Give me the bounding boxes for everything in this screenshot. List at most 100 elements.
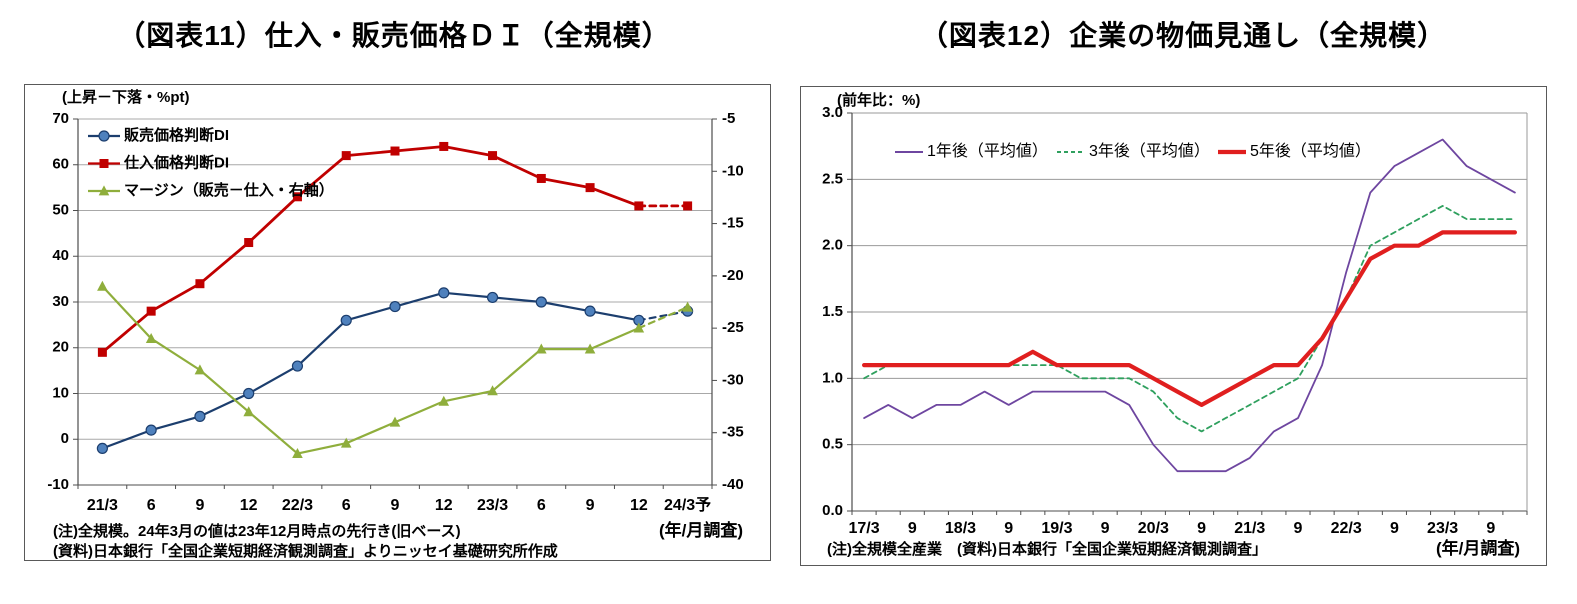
y-axis-tick-label: 1.5 <box>822 303 843 320</box>
triangle-marker <box>292 448 303 459</box>
circle-marker <box>340 314 352 326</box>
y-axis-left-tick-label: 50 <box>52 201 69 218</box>
circle-marker <box>145 424 157 436</box>
series-1年後（平均値） <box>863 138 1516 473</box>
square-marker <box>146 306 156 316</box>
y-axis-left-tick-label: 0 <box>61 430 69 447</box>
x-axis-tick-label: 6 <box>147 497 156 514</box>
triangle-marker <box>145 333 157 343</box>
triangle-marker <box>584 343 596 354</box>
x-axis-tick-label: 20/3 <box>1138 520 1169 537</box>
left-x-axis-note: (年/月調査) <box>659 520 743 540</box>
y-axis-right-labels: -5 -10 -15 -20 -25 -30 -35 -40 <box>712 110 744 493</box>
legend-label: 3年後（平均値） <box>1089 142 1210 160</box>
legend-label: マージン（販売－仕入・右軸） <box>124 181 334 199</box>
left-chart-box: (上昇－下落・%pt) (注)全規模。24年3月の値は23年12月時点の先行き(… <box>24 84 771 561</box>
y-axis-tick-label: 1.0 <box>822 369 843 386</box>
y-axis-left-tick-label: 20 <box>52 339 69 356</box>
x-axis-labels: 17/3 9 18/3 9 19/3 9 20/3 9 21/3 9 22/3 9 23/3 9 <box>848 511 1528 537</box>
corporate-price-outlook-panel: （図表12）企業の物価見通し（全規模） (前年比：%) (注)全規模全産業 (資… <box>789 0 1577 604</box>
y-axis-tick-label: 3.0 <box>822 104 843 121</box>
y-axis-left-labels: -10 0 10 20 30 40 50 60 70 <box>47 110 78 493</box>
square-marker <box>439 141 449 151</box>
legend-label: 1年後（平均値） <box>927 142 1048 160</box>
legend: 販売価格判断DI 仕入価格判断DI マージン（販売－仕入・右軸） <box>88 126 334 199</box>
y-axis-left-tick-label: 60 <box>52 156 69 173</box>
left-chart-title: （図表11）仕入・販売価格ＤＩ（全規模） <box>117 20 671 51</box>
y-axis-left-tick-label: 40 <box>52 247 69 264</box>
x-axis-tick-label: 18/3 <box>945 520 976 537</box>
y-axis-left-tick-label: 30 <box>52 293 69 310</box>
y-axis-right-tick-label: -10 <box>722 162 744 179</box>
circle-marker <box>291 360 304 372</box>
legend-item-1年後（平均値）: 1年後（平均値） <box>895 142 1048 160</box>
x-axis-tick-label: 21/3 <box>1234 520 1265 537</box>
right-y-unit-label: (前年比：%) <box>837 91 920 109</box>
x-axis-tick-label: 22/3 <box>1331 520 1362 537</box>
triangle-marker <box>633 322 645 333</box>
series-販売価格判断DI <box>96 287 694 454</box>
circle-marker <box>486 291 499 304</box>
y-axis-right-tick-label: -30 <box>722 371 744 388</box>
left-chart-plot: (上昇－下落・%pt) (注)全規模。24年3月の値は23年12月時点の先行き(… <box>47 88 744 560</box>
x-axis-tick-label: 9 <box>586 497 595 514</box>
y-axis-tick-label: 2.5 <box>822 170 843 187</box>
x-axis-tick-label: 9 <box>1197 520 1206 537</box>
legend-label: 販売価格判断DI <box>124 126 229 144</box>
y-axis-left-tick-label: 10 <box>52 384 69 401</box>
x-axis-tick-label: 23/3 <box>1427 520 1458 537</box>
legend-item-販売価格判断DI: 販売価格判断DI <box>88 126 229 144</box>
x-axis-labels: 21/3 6 9 12 22/3 6 9 12 23/3 6 9 12 24/3予 <box>77 485 713 514</box>
triangle-marker <box>389 416 401 427</box>
y-axis-labels: 0.0 0.5 1.0 1.5 2.0 2.5 3.0 <box>822 104 852 519</box>
circle-marker <box>584 305 596 317</box>
right-chart-plot: (前年比：%) (注)全規模全産業 (資料)日本銀行「全国企業短期経済観測調査」… <box>822 91 1528 558</box>
triangle-marker <box>243 406 254 417</box>
triangle-marker <box>438 395 450 406</box>
series-5年後（平均値） <box>861 230 1518 407</box>
purchase-sales-price-di-panel: （図表11）仕入・販売価格ＤＩ（全規模） (上昇－下落・%pt) (注)全規模。… <box>0 0 788 604</box>
right-x-axis-note: (年/月調査) <box>1436 538 1520 558</box>
x-axis-tick-label: 9 <box>1294 520 1303 537</box>
x-axis-tick-label: 12 <box>630 497 648 514</box>
square-marker <box>390 146 400 156</box>
triangle-marker <box>194 364 206 375</box>
x-axis-tick-label: 9 <box>908 520 917 537</box>
x-axis-tick-label: 6 <box>537 497 546 514</box>
y-axis-tick-label: 2.0 <box>822 237 843 254</box>
y-axis-left-tick-label: -10 <box>47 476 69 493</box>
y-axis-right-tick-label: -20 <box>722 267 744 284</box>
x-axis-tick-label: 22/3 <box>282 497 313 514</box>
x-axis-tick-label: 12 <box>435 497 453 514</box>
y-axis-right-tick-label: -15 <box>722 215 744 232</box>
y-axis-right-tick-label: -5 <box>722 110 735 127</box>
square-marker <box>97 347 107 357</box>
right-chart-title: （図表12）企業の物価見通し（全規模） <box>919 20 1447 51</box>
circle-marker <box>194 410 206 422</box>
y-axis-left-tick-label: 70 <box>52 110 69 127</box>
square-marker <box>634 201 644 211</box>
triangle-marker <box>536 343 547 354</box>
x-axis-tick-label: 9 <box>1390 520 1399 537</box>
x-axis-tick-label: 9 <box>1004 520 1013 537</box>
x-axis-tick-label: 19/3 <box>1041 520 1072 537</box>
x-axis-tick-label: 9 <box>1486 520 1495 537</box>
x-axis-tick-label: 12 <box>240 497 258 514</box>
triangle-marker <box>97 280 108 291</box>
y-axis-tick-label: 0.0 <box>822 502 843 519</box>
square-marker <box>488 151 498 161</box>
x-axis-tick-label: 6 <box>342 497 351 514</box>
legend-item-マージン（販売－仕入・右軸）: マージン（販売－仕入・右軸） <box>88 181 334 199</box>
y-axis-right-tick-label: -35 <box>722 424 744 441</box>
left-y-unit-label: (上昇－下落・%pt) <box>62 88 190 106</box>
circle-marker <box>389 300 401 313</box>
x-axis-tick-label: 24/3予 <box>664 496 711 514</box>
x-axis-tick-label: 23/3 <box>477 497 508 514</box>
y-axis-right-tick-label: -25 <box>722 319 744 336</box>
square-marker <box>292 192 302 202</box>
legend-item-仕入価格判断DI: 仕入価格判断DI <box>88 153 229 171</box>
square-marker <box>195 279 205 289</box>
right-chart-box: (前年比：%) (注)全規模全産業 (資料)日本銀行「全国企業短期経済観測調査」… <box>800 86 1547 566</box>
legend-item-5年後（平均値）: 5年後（平均値） <box>1218 142 1371 160</box>
